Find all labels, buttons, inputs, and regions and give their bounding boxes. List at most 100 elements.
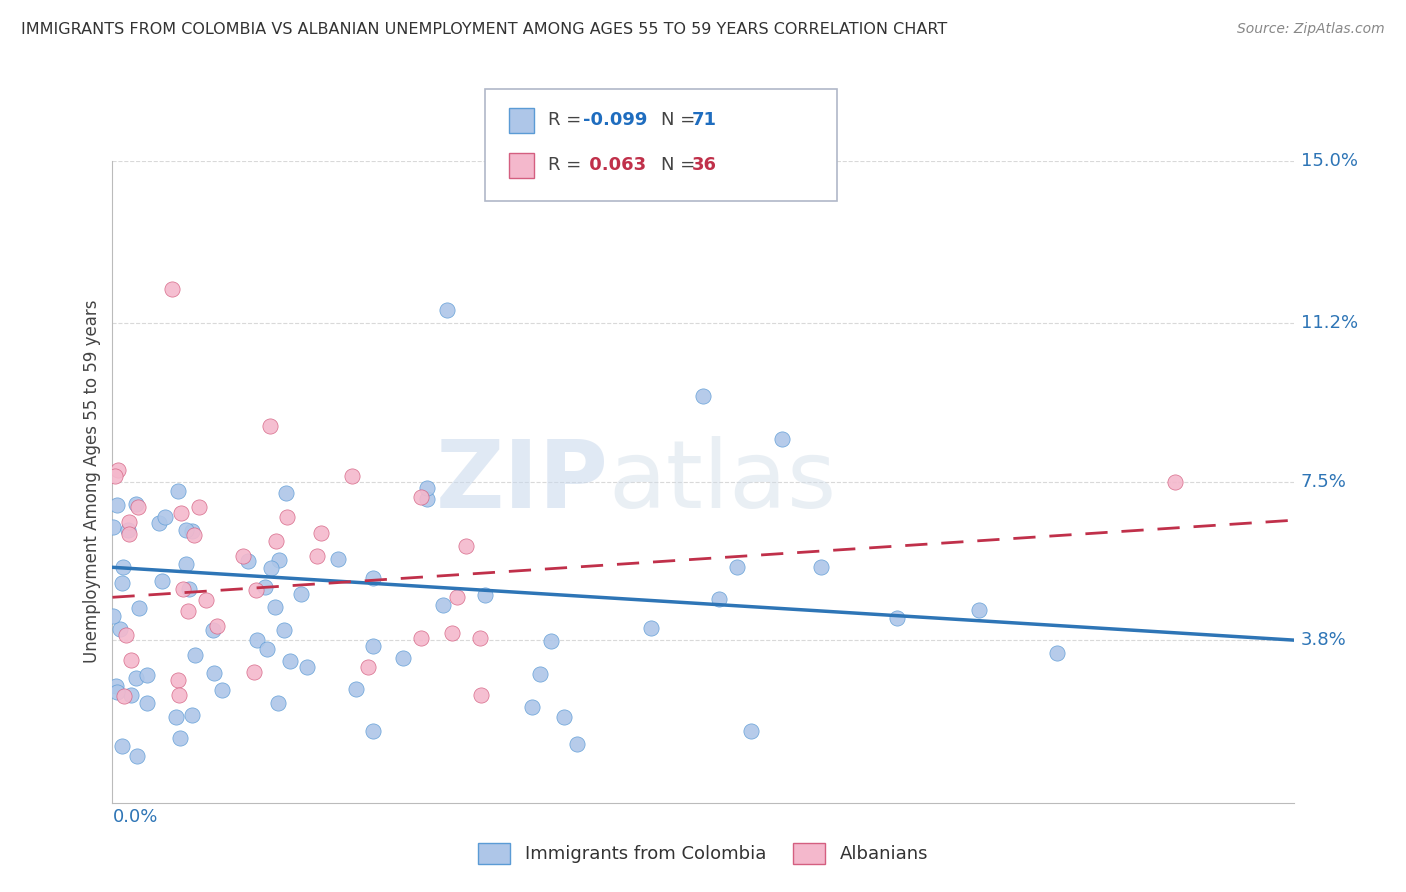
Point: [117, 523, 139, 537]
Text: R =: R =: [548, 112, 588, 129]
Point: [361, 571, 384, 585]
Point: [441, 626, 464, 640]
Point: [725, 559, 748, 574]
Point: [470, 688, 492, 702]
Point: [242, 665, 264, 679]
Point: [112, 689, 135, 703]
Point: [125, 497, 148, 511]
Point: [111, 739, 134, 754]
Point: [256, 642, 278, 657]
Point: [264, 534, 287, 549]
Point: [135, 668, 157, 682]
Point: [232, 549, 254, 563]
Legend: Immigrants from Colombia, Albanians: Immigrants from Colombia, Albanians: [471, 836, 935, 871]
Point: [150, 574, 173, 589]
Point: [211, 682, 233, 697]
Text: 0.0%: 0.0%: [112, 808, 157, 826]
Point: [245, 582, 267, 597]
Point: [160, 282, 183, 296]
Point: [446, 591, 468, 605]
Point: [148, 516, 170, 530]
Point: [529, 667, 551, 681]
Text: Source: ZipAtlas.com: Source: ZipAtlas.com: [1237, 22, 1385, 37]
Point: [181, 708, 204, 723]
Point: [172, 582, 194, 596]
Point: [169, 506, 191, 520]
Text: N =: N =: [661, 156, 700, 174]
Point: [118, 515, 141, 529]
Point: [266, 696, 288, 710]
Point: [436, 303, 458, 318]
Point: [409, 631, 432, 645]
Point: [707, 592, 730, 607]
Point: [169, 688, 191, 702]
Point: [180, 524, 202, 538]
Point: [269, 553, 291, 567]
Text: 3.8%: 3.8%: [1301, 632, 1347, 649]
Point: [474, 588, 496, 602]
Point: [409, 490, 432, 504]
Point: [202, 665, 225, 680]
Point: [273, 624, 295, 638]
Point: [311, 526, 333, 541]
Point: [125, 672, 148, 686]
Point: [187, 500, 209, 514]
Point: [565, 737, 588, 751]
Point: [194, 593, 217, 607]
Point: [183, 648, 205, 662]
Point: [169, 731, 191, 745]
Point: [276, 509, 298, 524]
Point: [179, 582, 201, 596]
Y-axis label: Unemployment Among Ages 55 to 59 years: Unemployment Among Ages 55 to 59 years: [83, 300, 101, 664]
Point: [104, 680, 127, 694]
Point: [692, 389, 714, 403]
Point: [326, 552, 349, 566]
Point: [246, 632, 269, 647]
Text: 11.2%: 11.2%: [1301, 314, 1358, 332]
Text: atlas: atlas: [609, 435, 837, 528]
Point: [295, 660, 318, 674]
Point: [110, 622, 132, 636]
Point: [107, 463, 129, 477]
Point: [207, 619, 229, 633]
Text: N =: N =: [661, 112, 700, 129]
Point: [361, 639, 384, 653]
Text: IMMIGRANTS FROM COLOMBIA VS ALBANIAN UNEMPLOYMENT AMONG AGES 55 TO 59 YEARS CORR: IMMIGRANTS FROM COLOMBIA VS ALBANIAN UNE…: [21, 22, 948, 37]
Point: [456, 539, 478, 553]
Point: [357, 660, 380, 674]
Point: [770, 432, 793, 446]
Point: [1046, 646, 1069, 660]
Point: [177, 604, 200, 618]
Point: [553, 710, 575, 724]
Point: [153, 509, 176, 524]
Point: [105, 685, 128, 699]
Point: [101, 520, 124, 534]
Point: [740, 724, 762, 739]
Point: [115, 628, 138, 642]
Point: [259, 419, 281, 434]
Point: [104, 468, 127, 483]
Point: [305, 549, 328, 563]
Point: [120, 653, 142, 667]
Point: [470, 632, 492, 646]
Point: [810, 560, 832, 574]
Point: [886, 611, 908, 625]
Point: [120, 688, 142, 702]
Point: [432, 598, 454, 612]
Point: [165, 710, 187, 724]
Point: [260, 560, 283, 574]
Point: [105, 498, 128, 512]
Point: [540, 634, 562, 648]
Point: [290, 587, 312, 601]
Point: [342, 469, 364, 483]
Point: [392, 651, 415, 665]
Point: [174, 557, 197, 571]
Text: 36: 36: [692, 156, 717, 174]
Text: 71: 71: [692, 112, 717, 129]
Point: [167, 483, 190, 498]
Point: [127, 500, 149, 514]
Point: [174, 523, 197, 537]
Point: [416, 481, 439, 495]
Point: [361, 723, 384, 738]
Point: [967, 603, 990, 617]
